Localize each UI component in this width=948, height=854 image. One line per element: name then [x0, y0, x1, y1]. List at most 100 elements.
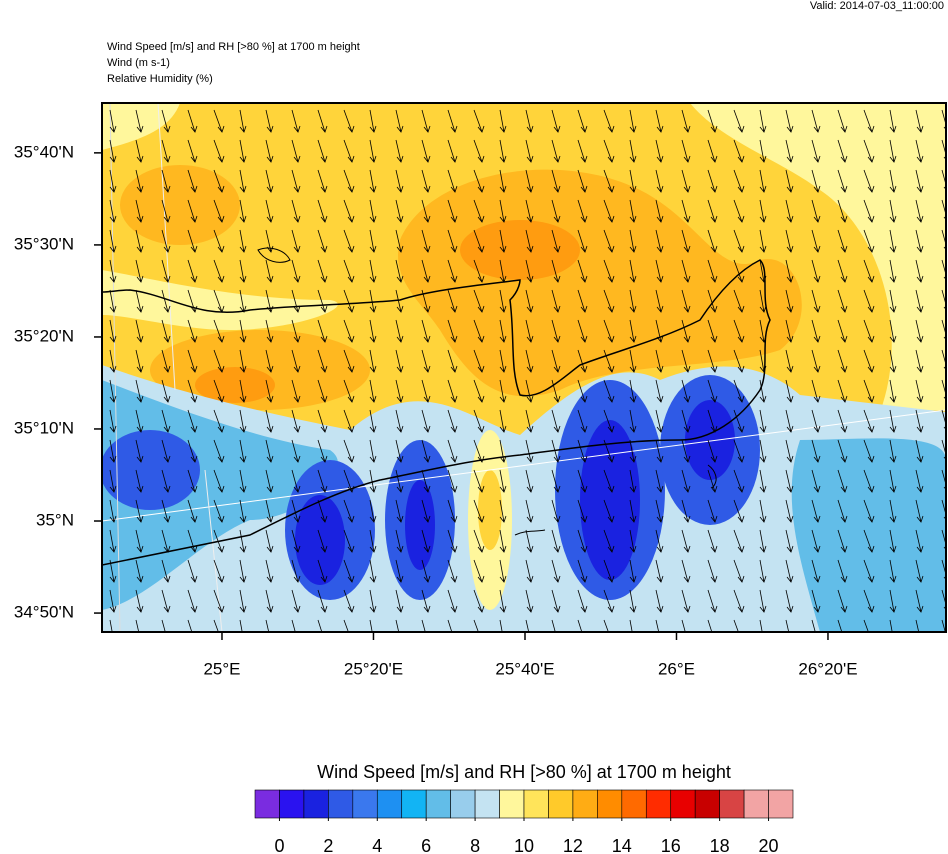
colorbar-tick-label: 20: [759, 836, 779, 854]
colorbar-swatch: [376, 789, 403, 819]
wind-arrow: [395, 589, 404, 613]
wind-arrow: [369, 589, 377, 613]
wind-arrow: [421, 199, 431, 223]
wind-arrow: [577, 289, 588, 313]
wind-arrow: [213, 349, 225, 373]
wind-arrow: [889, 559, 897, 583]
wind-arrow: [343, 379, 355, 403]
wind-arrow: [265, 109, 274, 133]
wind-arrow: [863, 499, 875, 523]
wind-arrow: [213, 379, 225, 403]
wind-arrow: [135, 169, 144, 193]
wind-arrow: [551, 499, 561, 523]
wind-arrow: [811, 259, 821, 283]
y-tick-label: 35°N: [36, 510, 74, 529]
wind-arrow: [551, 319, 561, 343]
wind-arrow: [681, 439, 691, 463]
wind-arrow: [629, 379, 637, 403]
wind-arrow: [889, 439, 897, 463]
wind-arrow: [317, 469, 328, 493]
wind-arrow: [551, 589, 561, 613]
wind-arrow: [707, 289, 718, 313]
wind-arrow: [603, 169, 615, 193]
colorbar-tick-label: 14: [612, 836, 632, 854]
wind-arrow: [109, 379, 117, 403]
wind-arrow: [525, 319, 534, 343]
wind-arrow: [473, 289, 485, 313]
wind-arrow: [447, 289, 458, 313]
wind-arrow: [603, 409, 615, 433]
wind-arrow: [473, 139, 485, 163]
wind-arrow: [811, 229, 821, 253]
wind-arrow: [785, 319, 794, 343]
wind-arrow: [915, 319, 924, 343]
wind-arrow: [577, 529, 588, 553]
wind-arrow: [915, 439, 924, 463]
wind-arrow: [733, 529, 745, 553]
wind-arrow: [655, 439, 664, 463]
wind-arrow: [733, 229, 745, 253]
map-axes: 25°E 25°20'E 25°40'E 26°E 26°20'E 34°50'N 35°N…: [14, 142, 858, 678]
colorbar-swatch: [694, 789, 720, 819]
wind-arrow: [369, 169, 377, 193]
wind-arrow: [915, 259, 924, 283]
wind-arrow: [187, 139, 198, 163]
wind-arrow: [161, 529, 171, 553]
wind-arrow: [811, 169, 821, 193]
wind-arrow: [889, 409, 897, 433]
wind-arrow: [837, 139, 848, 163]
wind-arrow: [551, 349, 561, 373]
colorbar-swatch: [474, 789, 500, 819]
wind-arrow: [239, 319, 247, 343]
wind-arrow: [447, 109, 458, 133]
wind-arrow: [395, 529, 404, 553]
wind-arrow: [681, 409, 691, 433]
wind-arrow: [733, 319, 745, 343]
colorbar-tick-label: 2: [323, 836, 333, 854]
wind-arrow: [759, 379, 767, 403]
colorbar-swatch: [548, 789, 574, 819]
wind-arrow: [369, 349, 377, 373]
wind-arrow: [369, 199, 377, 223]
wind-arrow: [551, 109, 561, 133]
colorbar-swatch: [254, 789, 280, 819]
colorbar-tick-label: 4: [372, 836, 382, 854]
wind-arrow: [759, 229, 767, 253]
wind-arrow: [499, 439, 507, 463]
wind-arrow: [213, 499, 225, 523]
wind-arrow: [551, 529, 561, 553]
wind-arrow: [187, 379, 198, 403]
wind-arrow: [863, 439, 875, 463]
wind-arrow: [785, 499, 794, 523]
wind-arrow: [785, 229, 794, 253]
wind-arrow: [239, 589, 247, 613]
wind-arrow: [265, 499, 274, 523]
wind-arrow: [707, 589, 718, 613]
wind-arrow: [889, 589, 897, 613]
wind-arrow: [551, 289, 561, 313]
wind-arrow: [577, 559, 588, 583]
wind-arrow: [603, 289, 615, 313]
wind-arrow: [837, 439, 848, 463]
wind-arrow: [577, 199, 588, 223]
wind-arrow: [343, 109, 355, 133]
wind-arrow: [239, 439, 247, 463]
wind-arrow: [369, 139, 377, 163]
wind-arrow: [109, 469, 117, 493]
wind-arrow: [187, 349, 198, 373]
wind-arrow: [707, 439, 718, 463]
wind-arrow: [759, 139, 767, 163]
wind-arrow: [317, 109, 328, 133]
wind-arrow: [395, 319, 404, 343]
wind-arrow: [161, 229, 171, 253]
wind-arrow: [577, 109, 588, 133]
wind-arrow: [577, 169, 588, 193]
wind-arrow: [603, 109, 615, 133]
wind-arrow: [499, 319, 507, 343]
wind-arrow: [421, 229, 431, 253]
wind-arrow: [369, 499, 377, 523]
wind-arrow: [317, 139, 328, 163]
wind-arrow: [291, 379, 301, 403]
wind-arrow: [239, 409, 247, 433]
wind-arrow: [785, 289, 794, 313]
